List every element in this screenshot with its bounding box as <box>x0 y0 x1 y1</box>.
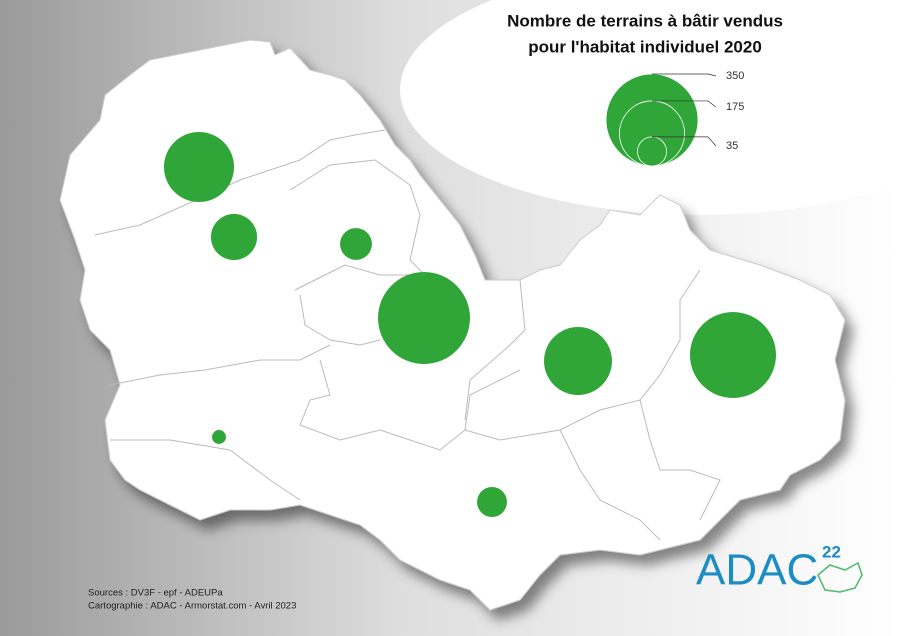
logo-shape <box>817 561 863 593</box>
commune-circle <box>210 213 258 261</box>
logo: ADAC 22 <box>696 542 863 595</box>
commune-borders <box>94 129 721 541</box>
logo-superscript: 22 <box>822 542 841 561</box>
title-line: pour l'habitat individuel 2020 <box>528 37 762 56</box>
commune-circle <box>689 311 777 399</box>
title-line: Nombre de terrains à bâtir vendus <box>507 11 783 30</box>
title: Nombre de terrains à bâtir vendus pour l'… <box>507 11 783 56</box>
legend-label: 175 <box>726 101 744 113</box>
commune-circle <box>477 487 507 517</box>
commune-circle <box>544 327 612 395</box>
credits: Cartographie : ADAC - Armorstat.com - Av… <box>88 601 296 612</box>
legend-leader <box>652 100 717 108</box>
legend-leader <box>652 136 717 147</box>
legend-circle <box>637 136 667 167</box>
legend: 350 175 35 <box>605 70 744 167</box>
commune-circle <box>163 131 235 203</box>
commune-circle <box>378 272 470 364</box>
legend-leader <box>652 73 717 77</box>
legend-label: 350 <box>726 70 744 82</box>
commune-circle <box>340 228 372 260</box>
commune-circle <box>212 430 226 444</box>
circles <box>163 131 777 517</box>
sources: Sources : DV3F - epf - ADEUPa <box>88 588 223 599</box>
legend-label: 35 <box>726 140 738 152</box>
logo-text: ADAC <box>696 546 818 595</box>
